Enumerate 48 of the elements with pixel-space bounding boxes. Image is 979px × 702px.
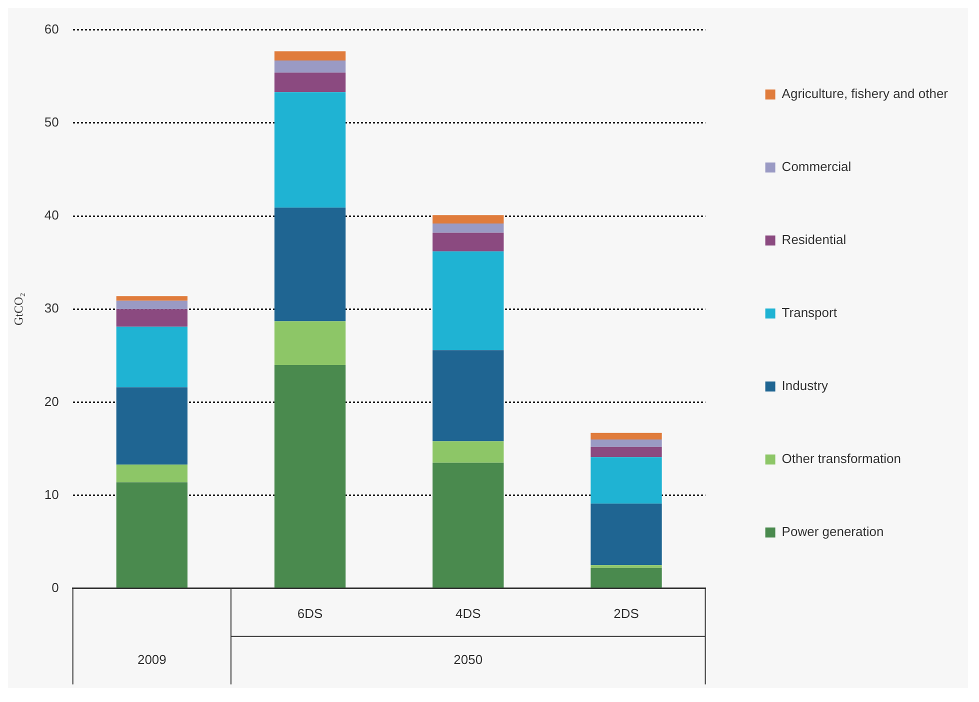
legend-label: Power generation [782,524,884,540]
y-tick-label: 40 [44,208,59,223]
x-tick-label: 6DS [297,606,323,621]
text: 2009 [137,652,166,667]
y-tick-label: 50 [44,114,59,130]
bar [274,60,346,73]
legend-label: Other transformation [782,451,902,466]
bar [274,364,346,588]
bar [274,321,346,365]
bar [590,439,662,447]
bar [274,208,346,322]
bar [432,232,504,252]
legend-label: Residential [782,232,846,248]
y-axis-title: GtCO₂ [11,292,26,326]
bar [432,350,504,442]
bar [432,223,504,233]
x-tick-label: 2DS [614,606,640,621]
bar [116,309,188,327]
bar [116,300,188,310]
x-tick-label: 4DS [455,606,482,621]
bar [432,462,504,588]
y-tick-label: 20 [44,394,59,409]
bar [116,326,188,388]
bar [590,446,662,458]
bar [590,565,662,568]
legend-label: Transport [782,305,838,320]
bar [116,296,188,301]
bar [116,464,188,482]
legend-label: Industry [782,378,829,394]
bar [432,215,504,224]
bar [590,568,662,588]
y-tick-label: 10 [44,486,59,502]
bar [432,441,504,463]
bar [432,251,504,350]
bar [590,457,662,504]
text: 2050 [454,652,483,667]
bar [274,51,346,61]
y-tick-label: 0 [52,580,59,595]
y-tick-label: 30 [44,300,59,316]
bar [116,387,188,465]
bar [116,482,188,588]
legend-label: Agriculture, fishery and other [782,86,949,102]
legend-label: Commercial [782,159,852,174]
bar [274,92,346,208]
y-tick-label: 60 [44,21,59,36]
bar [274,72,346,92]
bar [590,504,662,566]
bar [590,432,662,440]
